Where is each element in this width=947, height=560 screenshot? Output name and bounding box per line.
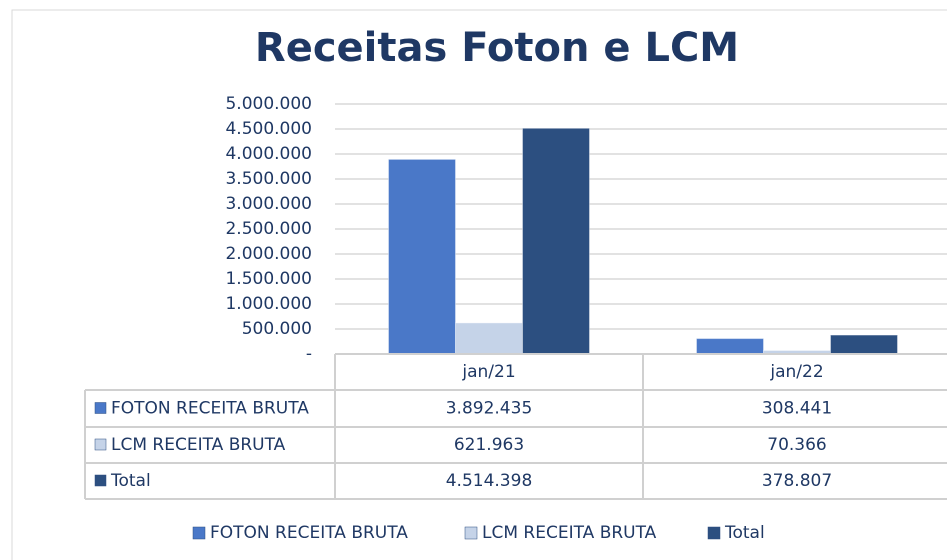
y-tick-label: 4.000.000: [225, 144, 312, 164]
table-row-label: LCM RECEITA BRUTA: [111, 435, 286, 455]
table-cell: 70.366: [767, 435, 826, 455]
table-cell: 378.807: [762, 471, 832, 491]
table-row-label: FOTON RECEITA BRUTA: [111, 399, 309, 419]
y-tick-label: 3.500.000: [225, 169, 312, 189]
y-tick-label: -: [306, 344, 312, 364]
y-tick-label: 3.000.000: [225, 194, 312, 214]
table-legend-key: [94, 474, 107, 487]
x-tick-label: jan/21: [461, 362, 515, 382]
legend-label: FOTON RECEITA BRUTA: [210, 523, 408, 543]
y-tick-label: 1.500.000: [225, 269, 312, 289]
legend-key: [192, 526, 206, 540]
legend-key: [707, 526, 721, 540]
y-tick-label: 4.500.000: [225, 119, 312, 139]
chart-title: Receitas Foton e LCM: [255, 25, 739, 71]
table-cell: 308.441: [762, 399, 832, 419]
y-tick-label: 5.000.000: [225, 94, 312, 114]
table-cell: 4.514.398: [446, 471, 533, 491]
chart-frame: [11, 9, 947, 560]
bar: [455, 322, 523, 355]
legend-key: [464, 526, 478, 540]
bar: [830, 334, 898, 355]
table-cell: 3.892.435: [446, 399, 533, 419]
legend-label: Total: [724, 523, 765, 543]
y-tick-label: 1.000.000: [225, 294, 312, 314]
y-tick-label: 2.000.000: [225, 244, 312, 264]
bar: [388, 158, 456, 355]
bar: [522, 127, 590, 355]
bar: [696, 338, 764, 355]
table-legend-key: [94, 438, 107, 451]
table-cell: 621.963: [454, 435, 524, 455]
y-tick-label: 2.500.000: [225, 219, 312, 239]
legend-label: LCM RECEITA BRUTA: [482, 523, 657, 543]
x-tick-label: jan/22: [769, 362, 823, 382]
table-row-label: Total: [110, 471, 151, 491]
y-tick-label: 500.000: [242, 319, 312, 339]
table-legend-key: [94, 402, 107, 414]
